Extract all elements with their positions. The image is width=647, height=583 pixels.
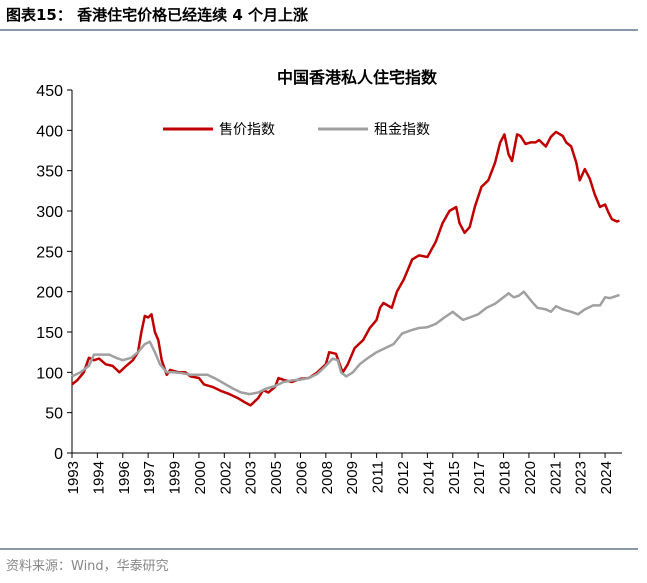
x-tick-label: 2006 [293,461,310,494]
x-tick-label: 2008 [319,461,336,494]
x-tick-label: 1999 [167,461,184,494]
x-tick-label: 1997 [141,461,158,494]
legend-label-1: 租金指数 [374,122,430,138]
x-tick-label: 2012 [395,461,412,494]
top-divider [0,29,638,31]
x-tick-label: 2005 [268,461,285,494]
x-tick-label: 2000 [192,461,209,494]
y-tick-label: 50 [45,406,63,423]
y-tick-label: 0 [54,446,63,463]
y-tick-label: 200 [36,285,63,302]
x-tick-label: 2011 [370,461,387,493]
y-tick-label: 450 [36,83,63,100]
chart-title: 中国香港私人住宅指数 [277,68,438,87]
x-tick-label: 2023 [573,461,590,494]
x-tick-label: 2002 [217,461,234,494]
bottom-divider [0,548,638,550]
x-tick-label: 2018 [497,461,514,494]
y-tick-label: 400 [36,123,63,140]
source-note: 资料来源：Wind，华泰研究 [6,559,169,574]
y-tick-label: 300 [36,204,63,221]
x-tick-label: 1996 [116,461,133,494]
x-tick-label: 1994 [90,461,107,494]
x-tick-label: 2021 [547,461,564,494]
y-tick-label: 100 [36,365,63,382]
legend-label-0: 售价指数 [219,122,275,138]
y-tick-label: 150 [36,325,63,342]
x-tick-label: 2015 [446,461,463,494]
x-tick-label: 2003 [243,461,260,494]
x-tick-label: 2014 [420,461,437,494]
series-line-1 [71,290,620,396]
y-tick-label: 250 [36,244,63,261]
figure-header: 图表15： 香港住宅价格已经连续 4 个月上涨 [6,6,308,24]
x-tick-label: 2024 [598,461,615,494]
x-tick-label: 2020 [522,461,539,494]
series-line-0 [71,130,620,407]
y-tick-label: 350 [36,164,63,181]
x-tick-label: 2009 [344,461,361,494]
x-tick-label: 2017 [471,461,488,494]
x-tick-label: 1993 [65,461,82,494]
